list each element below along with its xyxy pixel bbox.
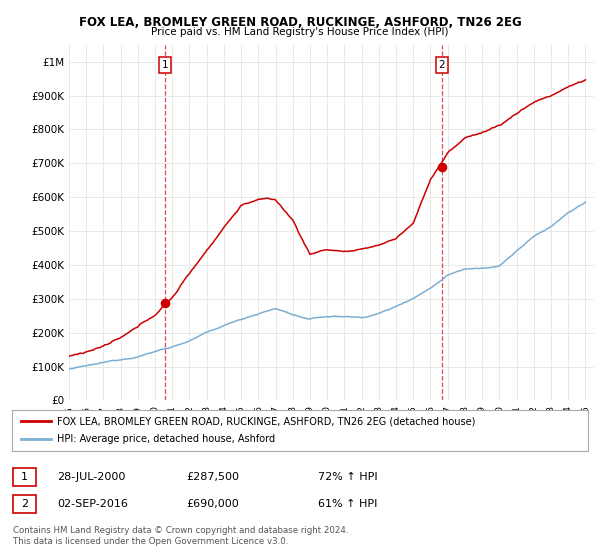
Text: HPI: Average price, detached house, Ashford: HPI: Average price, detached house, Ashf… [57, 435, 275, 444]
Text: FOX LEA, BROMLEY GREEN ROAD, RUCKINGE, ASHFORD, TN26 2EG: FOX LEA, BROMLEY GREEN ROAD, RUCKINGE, A… [79, 16, 521, 29]
Text: 72% ↑ HPI: 72% ↑ HPI [318, 472, 377, 482]
Text: 1: 1 [161, 60, 168, 70]
Text: £690,000: £690,000 [186, 499, 239, 509]
Text: 1: 1 [21, 472, 28, 482]
Text: Price paid vs. HM Land Registry's House Price Index (HPI): Price paid vs. HM Land Registry's House … [151, 27, 449, 37]
Point [160, 298, 170, 307]
Text: 61% ↑ HPI: 61% ↑ HPI [318, 499, 377, 509]
Text: 02-SEP-2016: 02-SEP-2016 [57, 499, 128, 509]
Text: 2: 2 [21, 499, 28, 509]
Point [437, 162, 447, 171]
Text: Contains HM Land Registry data © Crown copyright and database right 2024.: Contains HM Land Registry data © Crown c… [13, 526, 349, 535]
Text: 2: 2 [439, 60, 445, 70]
Text: 28-JUL-2000: 28-JUL-2000 [57, 472, 125, 482]
Text: FOX LEA, BROMLEY GREEN ROAD, RUCKINGE, ASHFORD, TN26 2EG (detached house): FOX LEA, BROMLEY GREEN ROAD, RUCKINGE, A… [57, 417, 475, 426]
Text: £287,500: £287,500 [186, 472, 239, 482]
Text: This data is licensed under the Open Government Licence v3.0.: This data is licensed under the Open Gov… [13, 537, 289, 546]
